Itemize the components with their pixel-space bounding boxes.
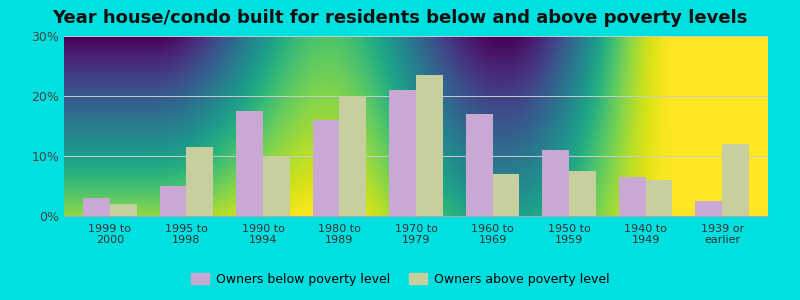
Bar — [493, 174, 519, 216]
Bar — [313, 120, 339, 216]
Bar — [722, 144, 749, 216]
Bar — [695, 201, 722, 216]
Bar — [646, 180, 672, 216]
Bar — [263, 156, 290, 216]
Text: Year house/condo built for residents below and above poverty levels: Year house/condo built for residents bel… — [52, 9, 748, 27]
Bar — [466, 114, 493, 216]
Bar — [416, 75, 442, 216]
Bar — [110, 204, 137, 216]
Bar — [186, 147, 214, 216]
Legend: Owners below poverty level, Owners above poverty level: Owners below poverty level, Owners above… — [186, 268, 614, 291]
Bar — [618, 177, 646, 216]
Bar — [236, 111, 263, 216]
Bar — [83, 198, 110, 216]
Bar — [390, 90, 416, 216]
Bar — [339, 96, 366, 216]
Bar — [542, 150, 569, 216]
Bar — [160, 186, 186, 216]
Bar — [569, 171, 596, 216]
